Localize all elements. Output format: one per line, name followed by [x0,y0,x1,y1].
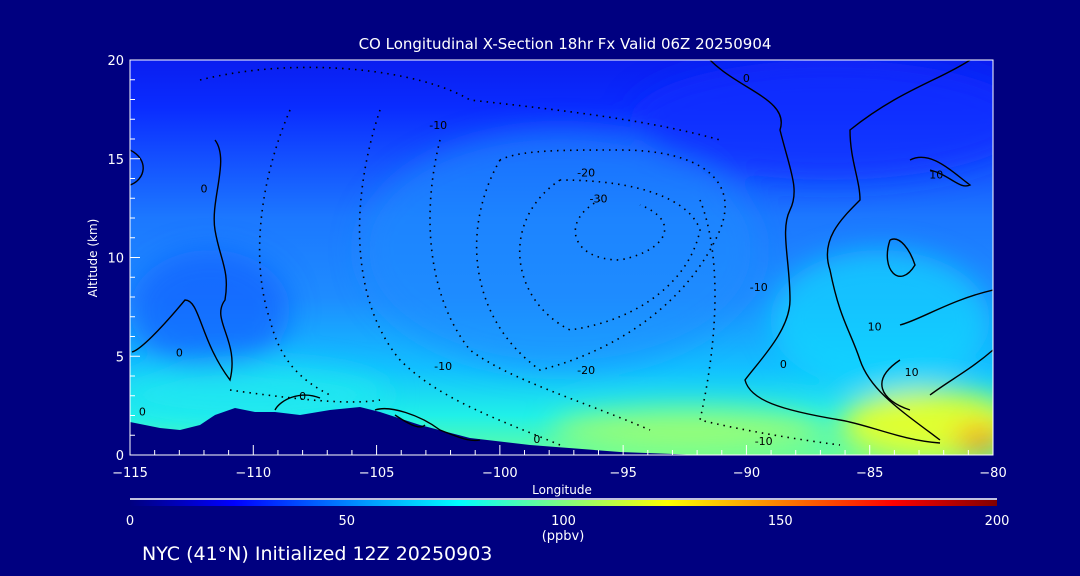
contour-label: -10 [750,281,768,294]
terrain-mask [130,407,993,455]
colorbar-ticks: 0 50 100 150 200 [126,514,1010,529]
x-tick-label: −85 [856,466,883,481]
contour-label: -10 [429,119,447,132]
y-tick-label: 10 [107,252,124,267]
footer-caption: NYC (41°N) Initialized 12Z 20250903 [142,543,493,565]
colorbar-unit-label: (ppbv) [542,529,585,544]
y-tick-label: 5 [116,350,124,365]
contour-label: -20 [577,364,595,377]
contour-label: 0 [200,182,207,195]
x-tick-label: −80 [979,466,1006,481]
x-tick-label: −100 [482,466,518,481]
x-tick-label: −90 [733,466,760,481]
x-tick-label: −115 [112,466,148,481]
x-tick-label: −95 [609,466,636,481]
contour-label: 0 [176,346,183,359]
contour-label: -20 [577,167,595,180]
colorbar-tick-label: 50 [338,514,355,529]
colorbar-tick-label: 200 [985,514,1010,529]
y-tick-label: 0 [116,449,124,464]
contour-label: 0 [743,72,750,85]
contour-labels: 0 -10 -20 -30 -10 0 -20 -10 0 0 0 0 -10 10 10 10 0 [139,72,943,448]
chart-title: CO Longitudinal X-Section 18hr Fx Valid … [358,35,772,53]
colorbar [130,500,997,506]
y-tick-label: 15 [107,153,124,168]
x-axis-label: Longitude [532,483,592,497]
x-tick-label: −110 [235,466,271,481]
contour-solid [130,139,233,382]
contour-solid [881,349,993,411]
contour-label: 10 [905,366,919,379]
plot-area: 0 -10 -20 -30 -10 0 -20 -10 0 0 0 0 -10 10 10 10 0 [130,60,993,455]
contour-label: 0 [533,433,540,446]
contour-label: 0 [139,406,146,419]
contours [130,60,993,444]
contour-label: 10 [868,321,882,334]
contour-label: -10 [434,360,452,373]
contours-negative [199,66,841,446]
axes: −115 −110 −105 −100 −95 −90 −85 −80 0 5 10 15 20 [107,54,1006,481]
colorbar-tick-label: 100 [551,514,576,529]
contour-label: -10 [755,435,773,448]
contour-solid [909,156,972,187]
x-tick-label: −105 [359,466,395,481]
contour-solid [274,394,481,442]
contour-solid [886,238,993,326]
colorbar-tick-label: 150 [768,514,793,529]
contour-solid [826,60,971,441]
contour-label: 0 [299,390,306,403]
y-tick-label: 20 [107,54,124,69]
contour-solid [709,60,941,444]
contour-label: 10 [929,169,943,182]
y-axis-label: Altitude (km) [86,219,100,298]
contour-label: 0 [780,358,787,371]
colorbar-tick-label: 0 [126,514,134,529]
field-features [130,60,993,455]
contour-label: -30 [590,192,608,205]
